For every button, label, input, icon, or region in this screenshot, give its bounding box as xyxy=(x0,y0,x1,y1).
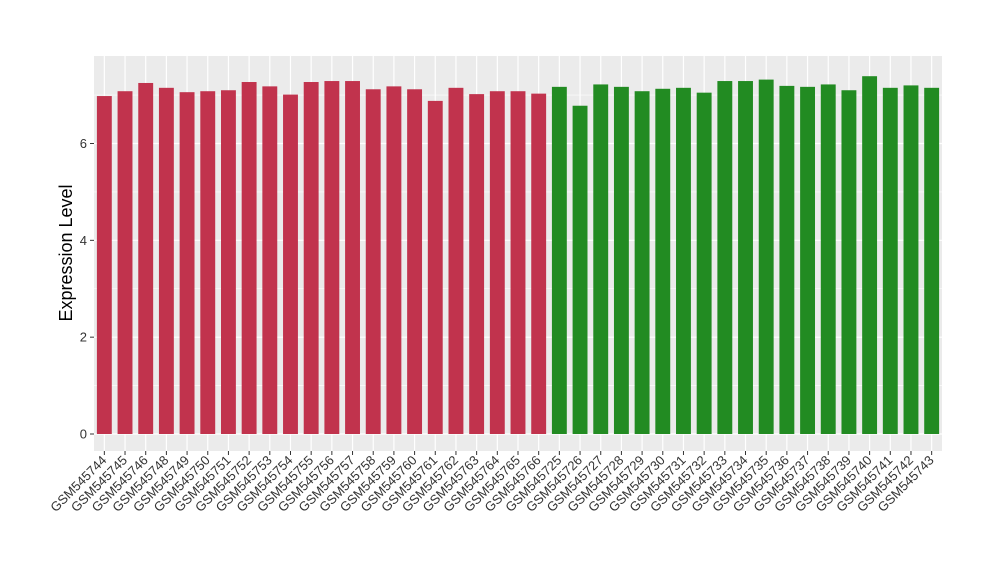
bar-GSM545752 xyxy=(241,82,257,434)
bar-GSM545760 xyxy=(407,89,423,435)
bar-GSM545728 xyxy=(613,86,629,434)
bar-GSM545744 xyxy=(96,96,112,434)
bar-GSM545761 xyxy=(427,100,443,434)
bar-GSM545748 xyxy=(158,87,174,434)
bar-GSM545735 xyxy=(758,79,774,434)
y-tick-label: 0 xyxy=(80,427,87,442)
bar-GSM545740 xyxy=(862,76,878,434)
bar-GSM545764 xyxy=(489,91,505,435)
y-tick-label: 6 xyxy=(80,136,87,151)
y-axis-label: Expression Level xyxy=(56,184,76,321)
bar-GSM545739 xyxy=(841,90,857,434)
bar-GSM545730 xyxy=(655,88,671,434)
bar-GSM545741 xyxy=(882,87,898,434)
bar-GSM545729 xyxy=(634,91,650,435)
bar-GSM545754 xyxy=(283,94,298,434)
bar-GSM545736 xyxy=(779,85,795,435)
bar-GSM545757 xyxy=(345,81,360,434)
bar-GSM545755 xyxy=(303,82,319,434)
y-axis: 0 2 4 6 xyxy=(80,136,94,442)
y-tick-label: 4 xyxy=(80,233,87,248)
bars xyxy=(96,76,940,435)
bar-GSM545749 xyxy=(179,92,195,434)
bar-GSM545746 xyxy=(138,82,154,435)
bar-GSM545731 xyxy=(676,87,691,434)
y-tick-label: 2 xyxy=(80,330,87,345)
bar-GSM545763 xyxy=(469,94,485,435)
bar-GSM545762 xyxy=(448,87,464,434)
bar-GSM545759 xyxy=(386,86,402,434)
bar-GSM545738 xyxy=(820,84,836,434)
bar-GSM545734 xyxy=(738,81,753,434)
bar-GSM545737 xyxy=(800,86,816,434)
bar-GSM545733 xyxy=(717,81,733,434)
bar-GSM545726 xyxy=(572,105,588,435)
bar-GSM545750 xyxy=(200,91,216,435)
bar-GSM545753 xyxy=(262,86,278,434)
bar-GSM545766 xyxy=(531,93,547,435)
bar-GSM545725 xyxy=(551,86,567,434)
bar-GSM545745 xyxy=(117,91,133,435)
bar-GSM545765 xyxy=(510,91,526,435)
bar-GSM545743 xyxy=(924,87,940,434)
bar-GSM545742 xyxy=(903,85,919,435)
bar-GSM545758 xyxy=(365,89,381,435)
bar-GSM545732 xyxy=(696,92,712,434)
x-axis: GSM545744GSM545745GSM545746GSM545748GSM5… xyxy=(47,451,937,515)
bar-GSM545751 xyxy=(220,90,236,434)
bar-GSM545756 xyxy=(324,81,340,434)
bar-GSM545727 xyxy=(593,84,609,434)
